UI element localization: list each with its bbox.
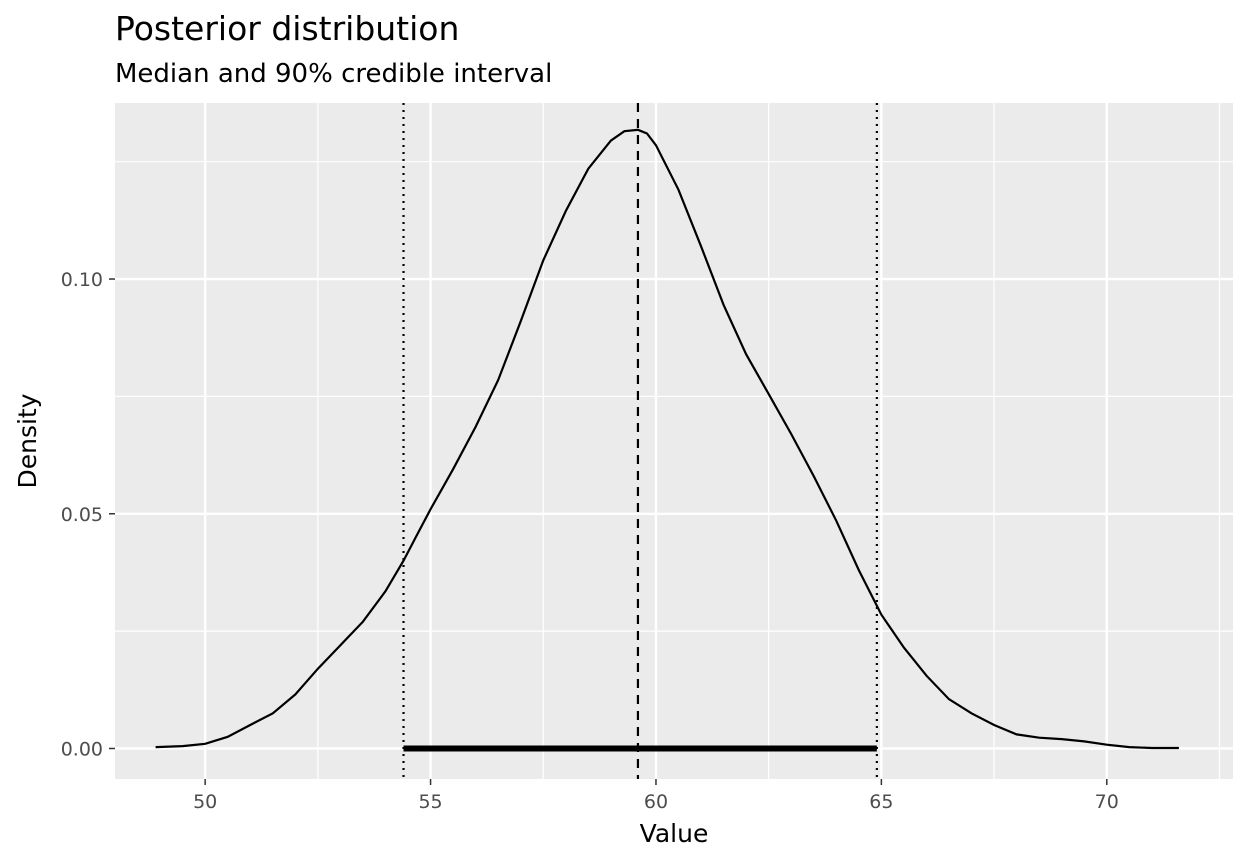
plot-panel (115, 103, 1233, 779)
x-axis-ticks: 50 55 60 65 70 (193, 779, 1119, 813)
x-tick-label: 65 (869, 791, 893, 813)
x-tick-label: 60 (644, 791, 668, 813)
x-tick-label: 50 (193, 791, 217, 813)
y-tick-label: 0.00 (61, 738, 103, 760)
y-tick-label: 0.05 (61, 504, 103, 526)
major-gridlines (115, 103, 1233, 779)
density-curve (155, 128, 1179, 750)
y-axis-title: Density (13, 393, 42, 488)
x-tick-label: 55 (418, 791, 442, 813)
minor-gridlines (91, 103, 1233, 779)
x-tick-label: 70 (1095, 791, 1119, 813)
chart-subtitle: Median and 90% credible interval (115, 59, 552, 89)
y-tick-label: 0.10 (61, 269, 103, 291)
y-axis-ticks: 0.00 0.05 0.10 (61, 269, 115, 760)
chart-title: Posterior distribution (115, 9, 459, 48)
x-axis-title: Value (640, 819, 709, 848)
